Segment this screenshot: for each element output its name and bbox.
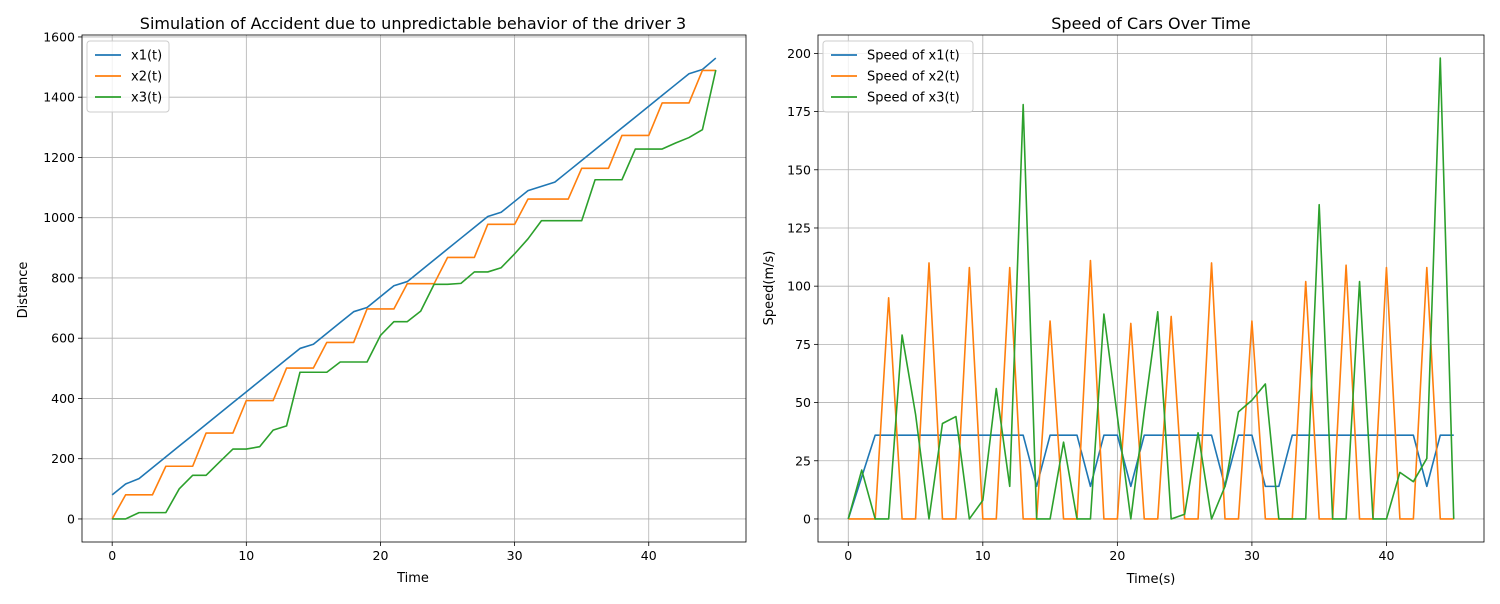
right-chart-legend-label: Speed of x2(t) bbox=[867, 70, 960, 85]
left-chart-axes-frame bbox=[81, 34, 747, 543]
left-chart-series-line-1 bbox=[111, 57, 717, 496]
right-chart-plot-area: 0 10 20 30 40 0 25 50 75 100 125 150 175 200 Speed of … bbox=[787, 34, 1485, 563]
right-chart-ytick-label: 175 bbox=[787, 104, 811, 119]
left-chart-ytick-label: 1600 bbox=[43, 29, 75, 44]
left-chart-legend-label: x1(t) bbox=[131, 49, 162, 64]
right-chart-axes-frame bbox=[817, 34, 1485, 543]
left-chart-legend-label: x3(t) bbox=[131, 91, 162, 106]
right-chart-series-line-1 bbox=[847, 434, 1454, 520]
left-chart-series-line-2 bbox=[111, 69, 716, 520]
right-chart-ytick-label: 25 bbox=[795, 453, 811, 468]
left-chart-ytick-label: 1000 bbox=[43, 210, 75, 225]
right-chart-legend bbox=[822, 40, 974, 113]
left-chart-xtick-label: 30 bbox=[507, 548, 523, 563]
left-chart-series-line-3 bbox=[112, 69, 717, 520]
left-chart-ytick-label: 1200 bbox=[43, 150, 75, 165]
right-chart-ylabel: Speed(m/s) bbox=[762, 251, 777, 326]
right-chart-ytick-label: 100 bbox=[787, 279, 811, 294]
left-chart-ytick-label: 800 bbox=[51, 270, 75, 285]
left-chart-xtick-label: 20 bbox=[373, 548, 389, 563]
right-chart-xtick-label: 20 bbox=[1109, 548, 1125, 563]
right-chart-legend-label: Speed of x3(t) bbox=[867, 91, 960, 106]
right-chart-ytick-label: 75 bbox=[795, 337, 811, 352]
left-chart-xtick-label: 10 bbox=[238, 548, 254, 563]
right-chart-series-line-3 bbox=[847, 57, 1455, 520]
right-chart-ytick-label: 150 bbox=[787, 162, 811, 177]
right-chart-ytick-label: 200 bbox=[787, 46, 811, 61]
right-chart-xtick-label: 40 bbox=[1379, 548, 1395, 563]
right-chart-title: Speed of Cars Over Time bbox=[1051, 14, 1250, 33]
left-chart-ytick-label: 600 bbox=[51, 331, 75, 346]
left-chart-ytick-label: 200 bbox=[51, 451, 75, 466]
right-chart-xtick-label: 0 bbox=[844, 548, 852, 563]
left-chart-ytick-label: 1400 bbox=[43, 90, 75, 105]
right-chart-ytick-label: 50 bbox=[795, 395, 811, 410]
right-chart-ytick-label: 0 bbox=[803, 511, 811, 526]
left-chart-plot-area: 0 10 20 30 4002004006008001000120014001600x1… bbox=[43, 29, 747, 563]
left-chart-legend bbox=[86, 40, 170, 113]
right-chart-xlabel: Time(s) bbox=[1126, 572, 1176, 587]
right-chart-legend-label: Speed of x1(t) bbox=[867, 49, 960, 64]
right-chart-ytick-label: 125 bbox=[787, 220, 811, 235]
left-chart-xtick-label: 0 bbox=[108, 548, 116, 563]
right-chart-xtick-label: 10 bbox=[975, 548, 991, 563]
left-chart-ytick-label: 400 bbox=[51, 391, 75, 406]
left-chart-ytick-label: 0 bbox=[67, 511, 75, 526]
left-chart-title: Simulation of Accident due to unpredicta… bbox=[140, 14, 686, 33]
right-chart-xtick-label: 30 bbox=[1244, 548, 1260, 563]
left-chart-ylabel: Distance bbox=[16, 262, 31, 319]
left-chart-legend-label: x2(t) bbox=[131, 70, 162, 85]
left-chart-xlabel: Time bbox=[396, 571, 429, 586]
left-chart-xtick-label: 40 bbox=[641, 548, 657, 563]
